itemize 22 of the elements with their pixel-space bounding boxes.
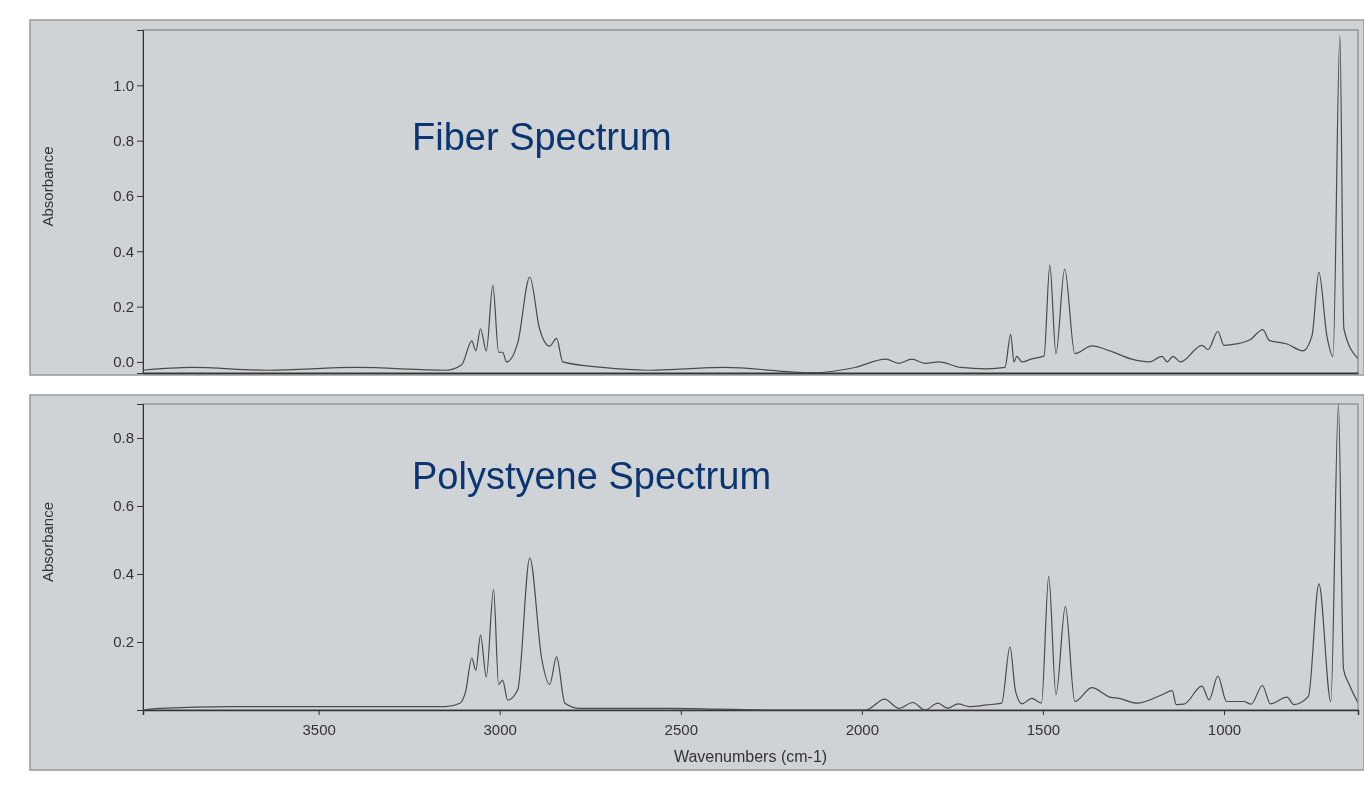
y-tick-label: 0.2 bbox=[113, 633, 134, 651]
text: Fiber Spectrum bbox=[412, 116, 672, 158]
x-tick-label: 2000 bbox=[845, 720, 880, 738]
y-axis-title: Absorbance bbox=[39, 501, 56, 583]
x-tick-label: 3000 bbox=[483, 720, 517, 738]
y-tick-label: 0.2 bbox=[113, 297, 134, 315]
y-tick-label: 0.4 bbox=[113, 242, 134, 260]
x-tick-label: 3500 bbox=[302, 720, 336, 738]
y-axis-title: Absorbance bbox=[39, 146, 56, 227]
x-axis-title: Wavenumbers (cm-1) bbox=[673, 748, 828, 765]
text: Polystyene Spectrum bbox=[412, 455, 772, 497]
y-tick-label: 0.8 bbox=[113, 429, 134, 447]
x-tick-label: 2500 bbox=[664, 720, 698, 738]
y-tick-label: 1.0 bbox=[113, 76, 134, 94]
x-tick-label: 1500 bbox=[1026, 720, 1061, 738]
y-tick-label: 0.4 bbox=[113, 565, 134, 583]
y-tick-label: 0.6 bbox=[113, 497, 134, 515]
y-tick-label: 0.8 bbox=[113, 131, 134, 149]
y-tick-label: 0.6 bbox=[113, 187, 134, 205]
y-tick-label: 0.0 bbox=[113, 353, 134, 371]
line-series bbox=[143, 403, 1358, 711]
x-tick-label: 1000 bbox=[1207, 720, 1242, 738]
